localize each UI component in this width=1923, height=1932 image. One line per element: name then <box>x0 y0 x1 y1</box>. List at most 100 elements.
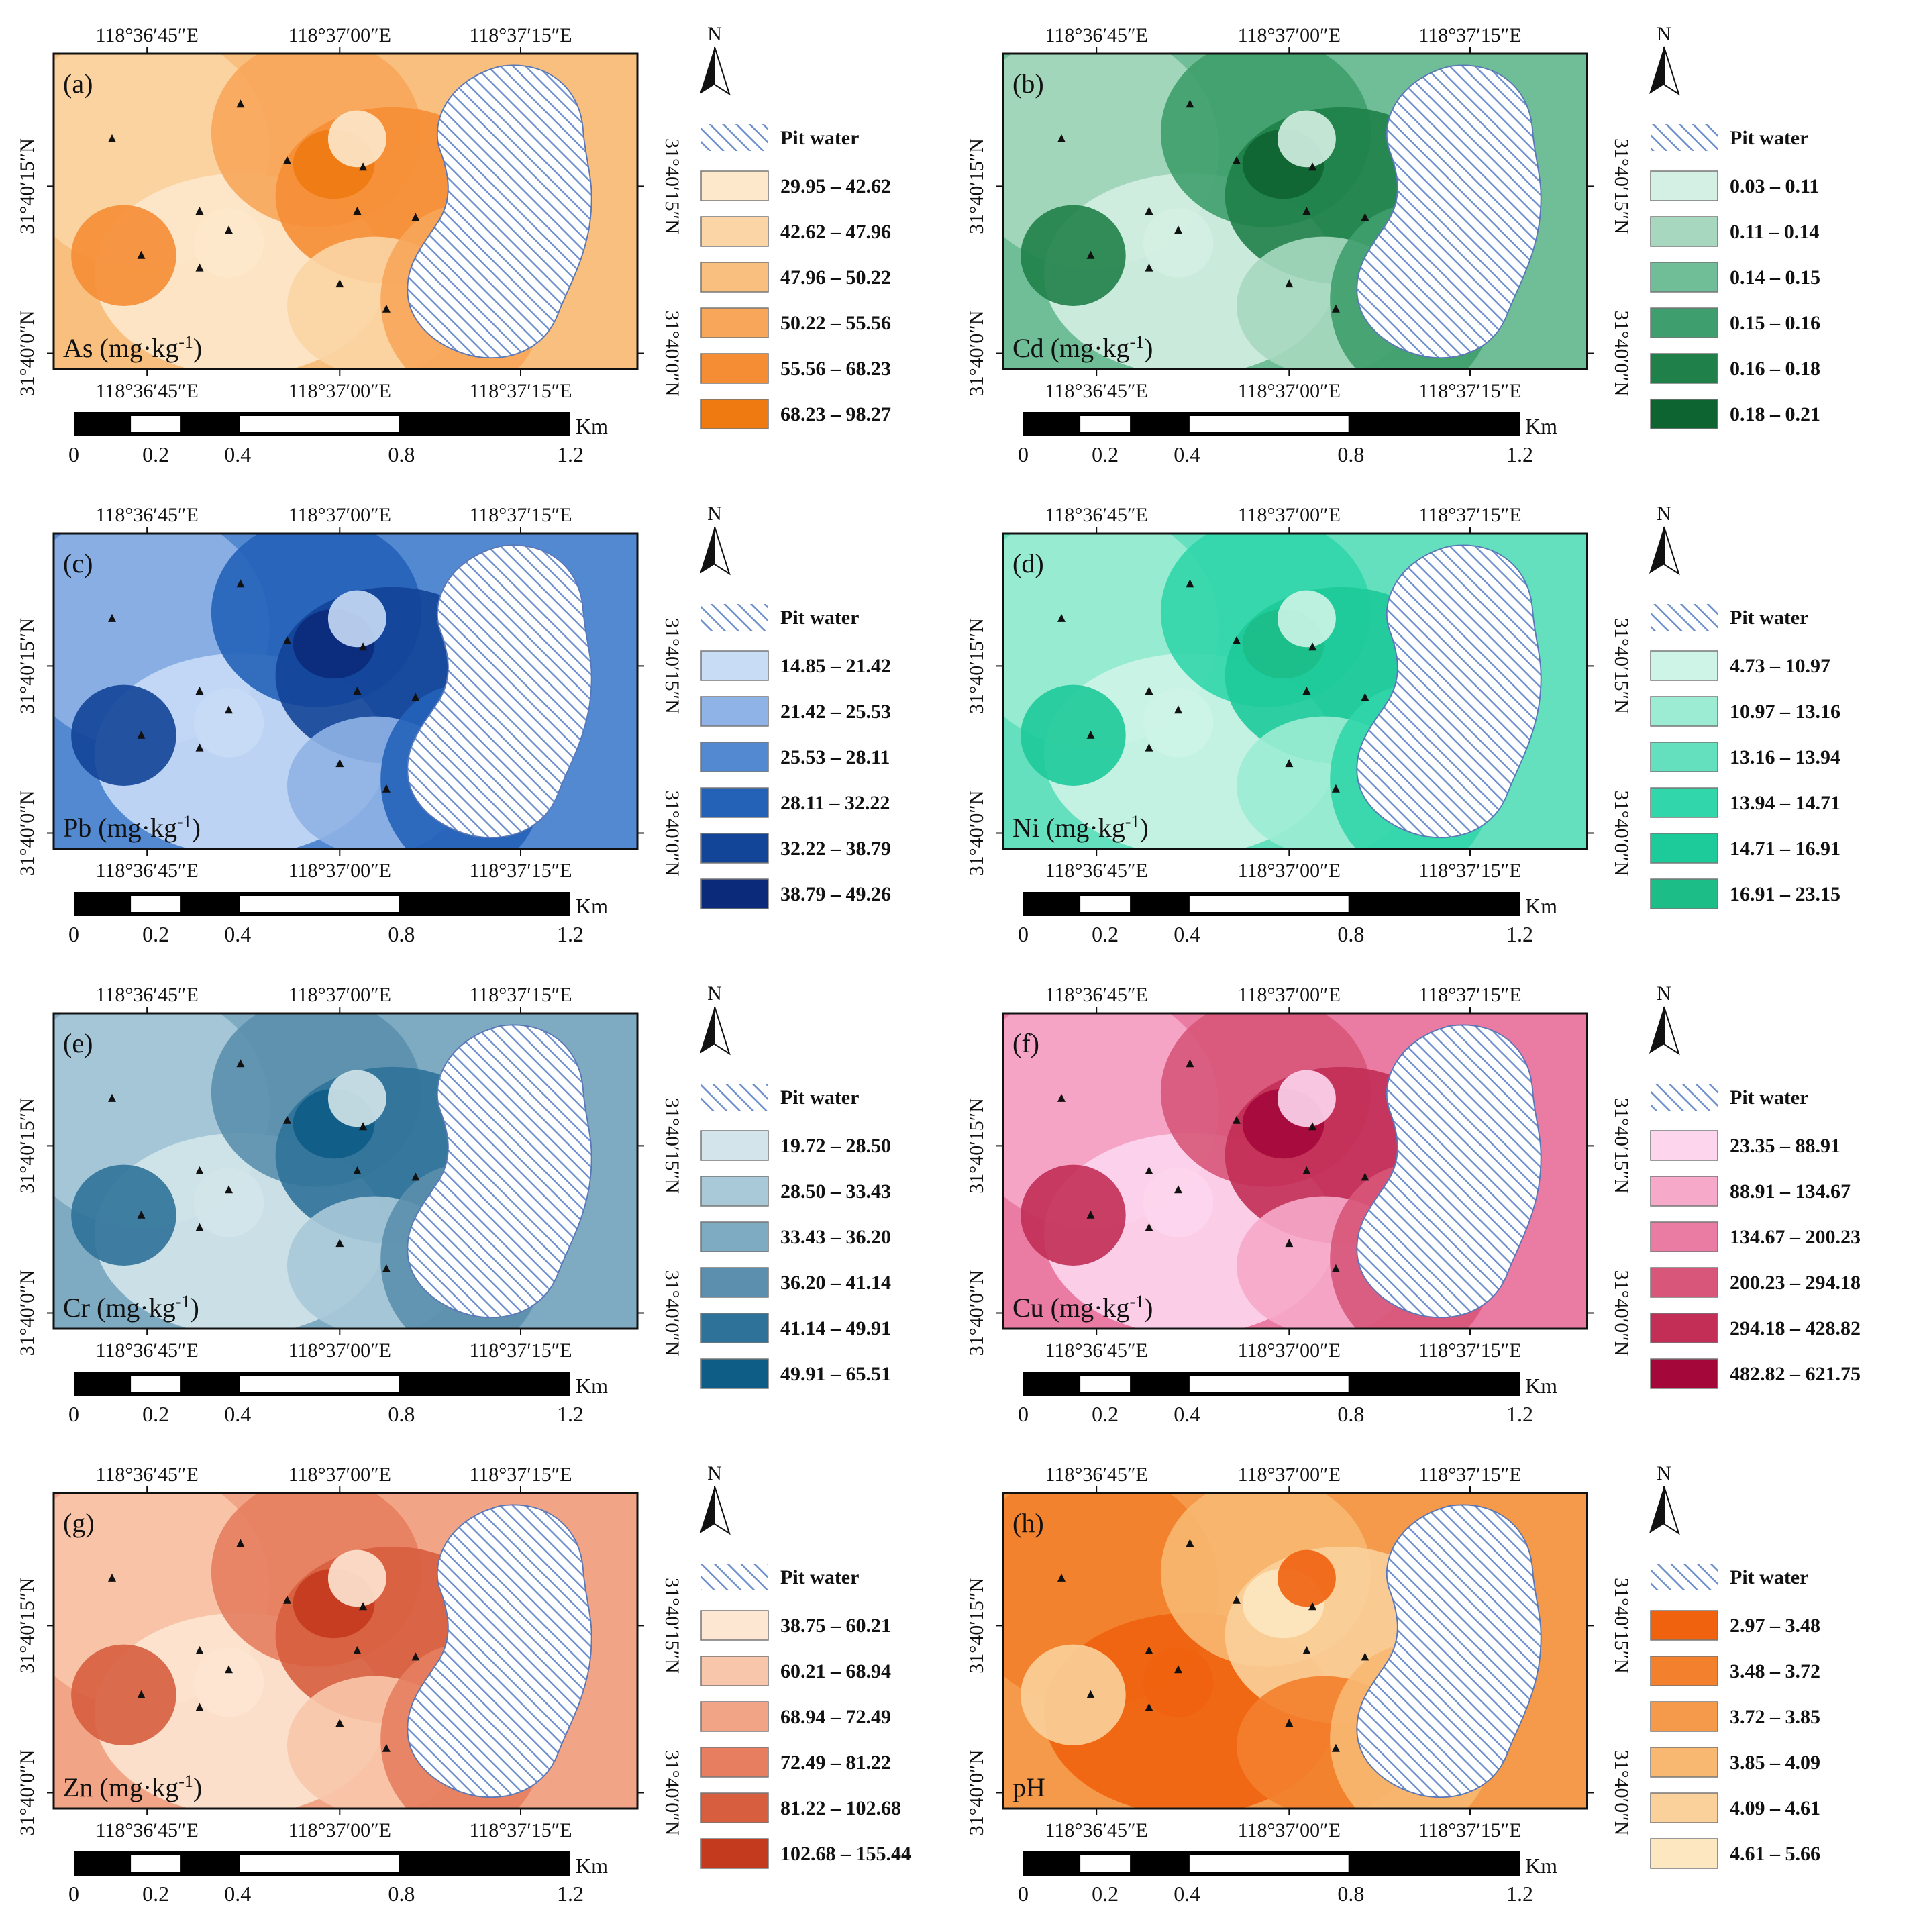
latitude-label-right: 31°40′15″N <box>661 1098 683 1194</box>
north-label: N <box>1657 23 1671 45</box>
legend: Pit water 14.85 – 21.42 21.42 – 25.53 25.53… <box>700 604 891 909</box>
legend-pit-water-label: Pit water <box>1730 1566 1808 1588</box>
legend-class-swatch <box>700 1313 769 1343</box>
sample-point-marker <box>353 207 362 215</box>
north-label: N <box>707 503 722 525</box>
longitude-label-bottom: 118°37′15″E <box>469 1339 572 1362</box>
legend-class-label: 0.14 – 0.15 <box>1730 266 1820 289</box>
sample-point-marker <box>1308 1602 1317 1611</box>
sample-point-marker <box>1331 1743 1340 1752</box>
sample-point-marker <box>359 1602 368 1611</box>
latitude-label-left: 31°40′15″N <box>966 618 988 714</box>
legend-class-label: 14.71 – 16.91 <box>1730 837 1840 860</box>
latitude-label-right: 31°40′15″N <box>1610 138 1632 234</box>
latitude-label-right: 31°40′0″N <box>1610 1750 1632 1836</box>
legend-class-label: 88.91 – 134.67 <box>1730 1180 1851 1203</box>
legend-class-swatch <box>700 1358 769 1389</box>
scale-tick-label: 0 <box>68 922 79 946</box>
legend-pit-water-swatch <box>1651 1084 1718 1111</box>
sample-point-marker <box>359 642 368 651</box>
sample-point-marker <box>382 784 391 793</box>
scale-tick-label: 1.2 <box>557 1402 584 1426</box>
legend-class-swatch <box>1650 262 1718 293</box>
longitude-label-bottom: 118°37′00″E <box>289 1339 391 1362</box>
legend-class-label: 13.94 – 14.71 <box>1730 792 1840 814</box>
longitude-label-top: 118°37′15″E <box>469 984 572 1006</box>
sample-point-marker <box>225 1665 233 1674</box>
legend-class-swatch <box>700 1747 769 1778</box>
scale-tick-label: 0.2 <box>142 1402 169 1426</box>
sample-point-marker <box>1285 279 1294 288</box>
legend: Pit water 29.95 – 42.62 42.62 – 47.96 47.96… <box>700 124 891 429</box>
sample-point-marker <box>382 1743 391 1752</box>
scale-unit: Km <box>1525 894 1557 918</box>
scale-tick-label: 0 <box>68 1402 79 1426</box>
legend-class-label: 2.97 – 3.48 <box>1730 1615 1820 1637</box>
legend-pit-water-label: Pit water <box>1730 1086 1808 1109</box>
scale-tick-label: 0.2 <box>142 442 169 466</box>
legend-class-swatch <box>700 742 769 772</box>
legend-class-swatch <box>1650 1313 1718 1343</box>
sample-point-marker <box>283 635 291 644</box>
legend-class-label: 4.73 – 10.97 <box>1730 655 1830 677</box>
legend-class-label: 482.82 – 621.75 <box>1730 1363 1861 1385</box>
sample-point-marker <box>236 99 245 108</box>
north-arrow: N <box>1649 23 1680 96</box>
scale-tick-label: 0.4 <box>1174 1402 1200 1426</box>
sample-point-marker <box>1285 1239 1294 1248</box>
legend-class-label: 0.03 – 0.11 <box>1730 175 1819 197</box>
longitude-label-top: 118°36′45″E <box>1045 984 1148 1006</box>
legend-class-label: 4.61 – 5.66 <box>1730 1843 1820 1865</box>
sample-point-marker <box>1174 705 1182 714</box>
contour-zone <box>1143 1647 1214 1717</box>
sample-point-marker <box>1086 1210 1095 1219</box>
legend-class-swatch <box>1650 1267 1718 1298</box>
sample-point-marker <box>137 1690 146 1698</box>
sample-point-marker <box>1331 784 1340 793</box>
latitude-label-right: 31°40′15″N <box>661 618 683 714</box>
contour-zone <box>193 208 264 278</box>
sample-point-marker <box>236 579 245 588</box>
longitude-label-bottom: 118°37′00″E <box>1238 1819 1341 1841</box>
map-frame <box>1002 1492 1588 1810</box>
scale-tick-label: 0.2 <box>1092 922 1119 946</box>
north-label: N <box>1657 982 1671 1005</box>
legend-class-swatch <box>1650 1130 1718 1161</box>
panel-label: (d) <box>1012 548 1044 578</box>
scale-tick-label: 0.2 <box>142 1882 169 1906</box>
scale-tick-label: 0.8 <box>388 442 415 466</box>
sample-point-marker <box>1331 304 1340 313</box>
sample-point-marker <box>236 1059 245 1068</box>
legend-class-label: 36.20 – 41.14 <box>780 1272 891 1294</box>
legend-class-swatch <box>700 878 769 909</box>
legend-class-swatch <box>1650 1610 1718 1641</box>
scale-tick-label: 0.4 <box>224 1882 251 1906</box>
legend-class-label: 41.14 – 49.91 <box>780 1317 891 1339</box>
longitude-label-bottom: 118°37′15″E <box>1418 1339 1521 1362</box>
legend-class-label: 3.48 – 3.72 <box>1730 1660 1820 1682</box>
legend-class-label: 32.22 – 38.79 <box>780 837 891 860</box>
contour-zone <box>1021 1164 1126 1266</box>
panel-label: (b) <box>1012 68 1044 99</box>
longitude-label-top: 118°37′00″E <box>1238 24 1341 46</box>
legend-pit-water-label: Pit water <box>780 1086 859 1109</box>
sample-point-marker <box>1308 642 1317 651</box>
legend-class-label: 42.62 – 47.96 <box>780 221 891 243</box>
contour-zone <box>193 688 264 758</box>
longitude-label-top: 118°37′15″E <box>469 504 572 526</box>
longitude-label-bottom: 118°37′15″E <box>1418 1819 1521 1841</box>
map-panel: 118°36′45″E 118°36′45″E 118°37′00″E 118°37′… <box>16 503 891 946</box>
scale-bar: Km 0 0.2 0.4 0.8 1.2 <box>1018 1372 1557 1426</box>
north-arrow: N <box>700 503 731 576</box>
longitude-label-top: 118°37′15″E <box>1418 504 1521 526</box>
contour-zone <box>1021 684 1126 786</box>
sample-point-marker <box>195 207 204 215</box>
map-frame <box>1002 532 1588 850</box>
scale-bar: Km 0 0.2 0.4 0.8 1.2 <box>1018 892 1557 946</box>
scale-unit: Km <box>1525 414 1557 438</box>
latitude-label-right: 31°40′15″N <box>1610 618 1632 714</box>
scale-tick-label: 0.4 <box>1174 1882 1200 1906</box>
legend-class-label: 0.11 – 0.14 <box>1730 221 1819 243</box>
sample-point-marker <box>225 1185 233 1194</box>
sample-point-marker <box>1186 1539 1194 1547</box>
